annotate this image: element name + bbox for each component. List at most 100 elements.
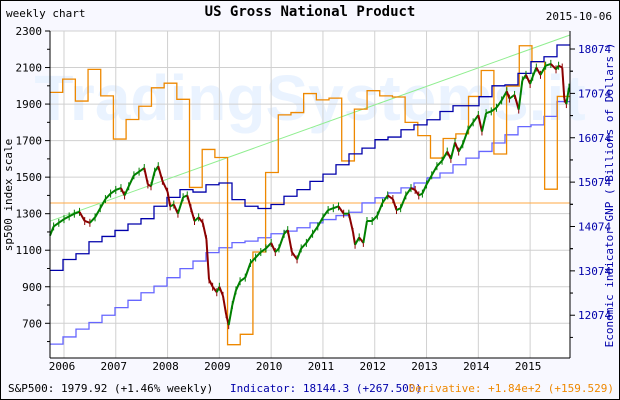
- left-tick-label: 1900: [16, 98, 43, 111]
- sp500-segment: [150, 171, 156, 187]
- chart-subtitle: weekly chart: [6, 7, 86, 20]
- sp500-segment: [531, 67, 538, 78]
- sp500-segment: [477, 114, 483, 132]
- sp500-segment: [205, 239, 211, 280]
- sp500-segment: [337, 205, 345, 215]
- sp500-segment: [376, 202, 384, 216]
- sp500-segment: [410, 187, 416, 191]
- sp500-segment: [189, 207, 196, 222]
- left-tick-label: 900: [22, 281, 42, 294]
- sp500-segment: [218, 286, 224, 297]
- sp500-segment: [311, 225, 319, 235]
- sp500-segment: [104, 192, 112, 200]
- indicator-line: [50, 44, 570, 272]
- x-tick-label: 2008: [152, 360, 179, 373]
- right-tick-label: 13074: [578, 265, 611, 278]
- x-tick-label: 2011: [308, 360, 335, 373]
- sp500-segment: [418, 192, 423, 197]
- sp500-segment: [430, 165, 438, 176]
- sp500-segment: [490, 106, 498, 113]
- sp500-segment: [550, 63, 557, 71]
- sp500-segment: [277, 233, 286, 249]
- sp500-segment: [249, 256, 257, 264]
- sp500-segment: [176, 196, 185, 214]
- sp500-segment: [500, 90, 508, 101]
- sp500-segment: [235, 280, 241, 291]
- sp500-segment: [208, 279, 214, 288]
- sp500-segment: [53, 221, 60, 228]
- right-tick-label: 18074: [578, 43, 611, 56]
- right-axis-title: Economic indicator GNP ( Billions of Dol…: [603, 43, 616, 348]
- sp500-segment: [115, 187, 122, 191]
- sp500-segment: [197, 216, 204, 224]
- sp500-segment: [561, 67, 566, 99]
- sp500-segment: [300, 242, 308, 250]
- right-tick-label: 16074: [578, 132, 611, 145]
- right-tick-label: 15074: [578, 176, 611, 189]
- derivative-readout: Derivative: +1.84e+2 (+159.529): [408, 382, 614, 395]
- plot-background: [50, 31, 570, 358]
- sp500-segment: [63, 215, 70, 221]
- sp500-segment: [545, 62, 552, 67]
- left-tick-label: 1300: [16, 208, 43, 221]
- right-tick-label: 14074: [578, 220, 611, 233]
- sp500-segment: [89, 216, 96, 224]
- sp500-segment: [387, 194, 394, 200]
- sp500-segment: [381, 194, 389, 204]
- sp500-segment: [244, 262, 252, 278]
- right-tick-label: 17074: [578, 87, 611, 100]
- sp500-segment: [99, 198, 107, 209]
- sp500-segment: [161, 180, 169, 193]
- sp500-segment: [305, 233, 314, 244]
- sp500-segment: [480, 112, 488, 132]
- sp500-segment: [472, 114, 480, 123]
- sp500-segment: [74, 210, 80, 215]
- sp500-segment: [454, 142, 460, 152]
- sp500-segment: [84, 220, 91, 224]
- right-tick-label: 12074: [578, 309, 611, 322]
- sp500-segment: [558, 64, 563, 69]
- sp500-segment: [535, 67, 542, 76]
- sp500-segment: [362, 220, 368, 244]
- sp500-segment: [457, 143, 464, 153]
- sp500-segment: [231, 290, 237, 306]
- sp500-segment: [78, 211, 86, 222]
- sp500-segment: [286, 229, 293, 253]
- left-tick-label: 2300: [16, 25, 43, 38]
- indicator-lag-line: [50, 100, 570, 345]
- sp500-segment: [414, 189, 420, 196]
- sp500-segment: [421, 184, 428, 194]
- sp500-segment: [296, 248, 303, 260]
- sp500-segment: [211, 286, 218, 293]
- sp500-segment: [405, 187, 412, 196]
- sp500-segment: [94, 207, 102, 218]
- sp500-segment: [316, 216, 324, 227]
- sp500-segment: [449, 142, 456, 160]
- left-tick-label: 1500: [16, 171, 43, 184]
- sp500-segment: [239, 276, 246, 283]
- sp500-segment: [539, 65, 547, 76]
- sp500-segment: [172, 204, 179, 215]
- chart-title: US Gross National Product: [204, 4, 416, 20]
- sp500-segment: [461, 129, 469, 145]
- sp500-segment: [133, 170, 140, 177]
- left-tick-label: 1700: [16, 135, 43, 148]
- sp500-segment: [222, 295, 228, 315]
- sp500-segment: [123, 185, 130, 196]
- sp500-segment: [396, 207, 402, 211]
- sp500-segment: [525, 74, 532, 85]
- sp500-segment: [157, 165, 164, 182]
- sp500-segment: [517, 80, 524, 110]
- sp500-segment: [254, 251, 262, 259]
- left-tick-label: 700: [22, 317, 42, 330]
- sp500-segment: [327, 207, 334, 211]
- sp500-readout: S&P500: 1979.92 (+1.46% weekly): [8, 382, 214, 395]
- sp500-segment: [265, 242, 272, 250]
- sp500-segment: [274, 247, 280, 253]
- sp500-segment: [110, 189, 117, 195]
- sp500-segment: [332, 205, 339, 210]
- chart-date: 2015-10-06: [545, 10, 612, 23]
- sp500-segment: [441, 151, 449, 162]
- x-tick-label: 2006: [49, 360, 76, 373]
